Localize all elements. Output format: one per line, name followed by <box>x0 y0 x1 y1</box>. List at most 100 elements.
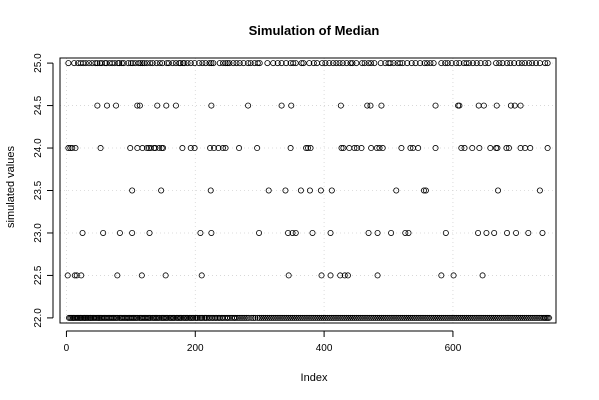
data-point <box>264 314 271 321</box>
data-point <box>98 60 105 67</box>
data-point <box>219 60 226 67</box>
data-point <box>163 102 170 109</box>
data-point <box>357 314 364 321</box>
data-point <box>403 314 410 321</box>
data-point <box>340 145 347 152</box>
data-point <box>236 314 243 321</box>
data-point <box>387 60 394 67</box>
data-point <box>326 314 333 321</box>
data-point <box>378 102 385 109</box>
data-point <box>202 60 209 67</box>
data-point <box>527 314 534 321</box>
data-point <box>476 314 483 321</box>
data-point <box>222 60 229 67</box>
data-point <box>529 60 536 67</box>
data-point <box>297 314 304 321</box>
data-point <box>337 272 344 279</box>
data-point <box>103 60 110 67</box>
data-point <box>139 60 146 67</box>
data-point <box>147 314 154 321</box>
data-point <box>100 229 107 236</box>
data-point <box>436 314 443 321</box>
data-point <box>374 314 381 321</box>
data-point <box>413 314 420 321</box>
data-point <box>178 314 185 321</box>
x-axis: 0 200 400 600 <box>64 330 462 354</box>
data-point <box>319 60 326 67</box>
data-point <box>395 314 402 321</box>
data-point <box>421 60 428 67</box>
data-point <box>336 60 343 67</box>
data-point <box>483 229 490 236</box>
data-point <box>297 187 304 194</box>
data-point <box>69 145 76 152</box>
data-point <box>417 60 424 67</box>
data-point <box>412 60 419 67</box>
data-point <box>511 60 518 67</box>
data-point <box>495 187 502 194</box>
data-point <box>488 314 495 321</box>
data-point <box>94 60 101 67</box>
data-point <box>401 314 408 321</box>
data-point <box>276 314 283 321</box>
data-point <box>118 60 125 67</box>
data-point <box>378 314 385 321</box>
data-point <box>374 272 381 279</box>
data-point <box>505 314 512 321</box>
data-point <box>376 145 383 152</box>
data-point <box>324 314 331 321</box>
data-point <box>453 314 460 321</box>
data-point <box>466 60 473 67</box>
data-point <box>184 60 191 67</box>
data-point <box>72 145 79 152</box>
data-point <box>353 314 360 321</box>
data-point <box>465 314 472 321</box>
data-point <box>377 60 384 67</box>
data-point <box>487 145 494 152</box>
data-point <box>71 60 78 67</box>
data-point <box>335 314 342 321</box>
data-point <box>236 145 243 152</box>
data-point <box>370 314 377 321</box>
data-point <box>266 314 273 321</box>
data-point <box>268 314 275 321</box>
y-tick-label: 23.5 <box>33 180 44 200</box>
data-point <box>434 314 441 321</box>
data-point <box>517 145 524 152</box>
data-point <box>163 60 170 67</box>
data-point <box>473 314 480 321</box>
data-point <box>125 60 132 67</box>
data-point <box>518 60 525 67</box>
data-point <box>210 145 217 152</box>
data-point <box>372 314 379 321</box>
data-point <box>114 314 121 321</box>
data-point <box>475 229 482 236</box>
data-point <box>469 314 476 321</box>
data-point <box>469 145 476 152</box>
data-point <box>245 314 252 321</box>
data-point <box>479 272 486 279</box>
data-point <box>226 60 233 67</box>
data-point <box>534 314 541 321</box>
data-point <box>243 314 250 321</box>
data-point <box>134 145 141 152</box>
y-tick-label: 22.5 <box>33 265 44 285</box>
data-point <box>65 60 72 67</box>
data-point <box>184 314 191 321</box>
data-point <box>292 60 299 67</box>
data-point <box>299 314 306 321</box>
x-axis-label: Index <box>301 372 328 384</box>
data-point <box>442 314 449 321</box>
data-point <box>111 60 118 67</box>
data-point <box>136 102 143 109</box>
data-point <box>492 314 499 321</box>
data-point <box>341 272 348 279</box>
data-point <box>344 272 351 279</box>
data-point <box>545 314 552 321</box>
data-point <box>368 145 375 152</box>
data-point <box>494 314 501 321</box>
data-point <box>250 314 257 321</box>
data-point <box>343 60 350 67</box>
data-point <box>485 60 492 67</box>
